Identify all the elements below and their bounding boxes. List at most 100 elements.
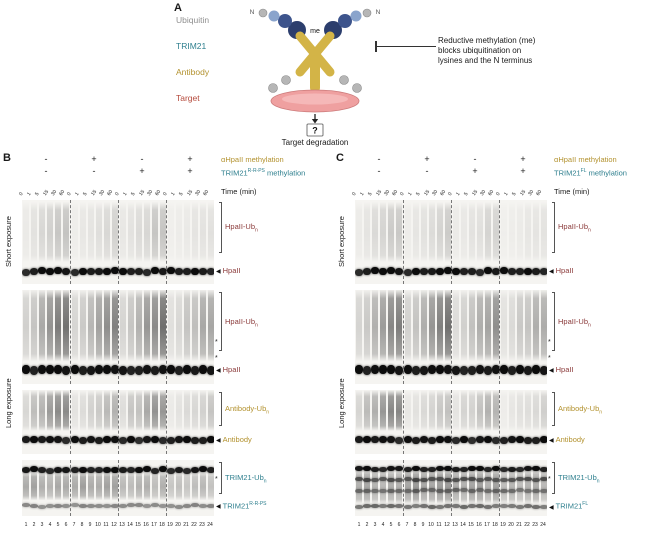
gel-lane <box>175 200 183 284</box>
methylation-sign: - <box>377 166 381 176</box>
ladder-label-sub: n <box>255 227 258 234</box>
time-tick: 0 <box>351 191 358 197</box>
gel-strip <box>355 200 547 284</box>
gel-band <box>412 504 420 509</box>
lane-number: 23 <box>199 522 205 528</box>
gel-band <box>135 268 143 276</box>
gel-band <box>412 365 420 375</box>
ubiquitin-sphere <box>339 75 349 85</box>
gel-lane <box>452 290 460 384</box>
gel-lane <box>38 290 46 384</box>
gel-strip <box>22 460 214 516</box>
gel-lane <box>492 290 500 384</box>
gel-lane <box>404 460 412 516</box>
lane-number: 11 <box>436 522 442 528</box>
gel-band <box>22 268 30 276</box>
lane-number: 6 <box>397 522 401 528</box>
legend-item-antibody: Antibody <box>176 67 210 77</box>
lane-number: 2 <box>365 522 369 528</box>
gel-band <box>159 503 167 508</box>
gel-band <box>420 488 428 493</box>
gel-band <box>540 435 547 443</box>
gel-band <box>111 267 119 275</box>
gel-lane <box>484 390 492 454</box>
gel-band <box>379 504 387 509</box>
gel-band <box>363 435 371 443</box>
gel-lane <box>387 460 395 516</box>
panel-a: A Ubiquitin TRIM21 Antibody Target N N me <box>170 2 600 152</box>
gel-band <box>379 436 387 444</box>
time-tick: 5 <box>82 191 89 197</box>
lane-number: 9 <box>421 522 425 528</box>
gel-band <box>183 503 191 508</box>
gel-lane <box>371 390 379 454</box>
ladder-label-sub: n <box>599 409 603 416</box>
gel-band <box>111 365 119 375</box>
n-terminus-label-left: N <box>250 9 255 16</box>
gel-band <box>395 365 403 375</box>
band-label-text: HpaII <box>555 266 574 276</box>
gel-lane <box>412 200 420 284</box>
gel-lane <box>428 200 436 284</box>
gel-lane <box>452 460 460 516</box>
lane-number: 14 <box>460 522 466 528</box>
gel-lane <box>95 390 103 454</box>
gel-band <box>508 365 516 375</box>
gel-band <box>119 267 127 275</box>
ladder-label-sub: n <box>263 478 267 485</box>
gel-band <box>22 365 30 374</box>
inhibition-line <box>376 46 436 47</box>
gel-lane <box>62 200 70 284</box>
gel-lane <box>524 200 532 284</box>
gel-band <box>143 268 151 276</box>
gel-band <box>191 365 199 375</box>
gel-band <box>167 436 175 444</box>
row-label-text: αHpaII <box>554 155 577 164</box>
trim-away-cartoon: N N me ? <box>250 8 381 137</box>
gel-band <box>387 504 395 509</box>
gel-band <box>492 488 500 493</box>
gel-band <box>135 503 143 508</box>
arrowhead-icon: ◀ <box>216 504 221 511</box>
gel-lane <box>135 200 143 284</box>
gel-band <box>79 365 87 375</box>
gel-band <box>30 504 38 509</box>
gel-band <box>379 477 387 482</box>
gel-band <box>404 477 412 482</box>
gel-band <box>532 436 540 444</box>
gel-band <box>159 268 167 276</box>
lane-number: 16 <box>143 522 149 528</box>
gel-lane <box>460 460 468 516</box>
gel-lane <box>167 200 175 284</box>
gel-band <box>119 365 127 375</box>
time-tick: 5 <box>511 191 518 197</box>
gel-band <box>127 268 135 276</box>
gel-band <box>444 477 452 482</box>
ladder-label-text: Antibody-Ub <box>225 404 267 414</box>
time-tick: 60 <box>535 189 544 197</box>
gel-lane <box>540 290 547 384</box>
lane-number: 16 <box>476 522 482 528</box>
time-tick: 5 <box>463 191 470 197</box>
gel-band <box>167 503 175 508</box>
gel-band <box>484 504 492 509</box>
gel-band <box>404 466 412 472</box>
gel-lane <box>71 460 79 516</box>
gel-band <box>428 488 436 493</box>
gel-band <box>30 365 38 375</box>
gel-band <box>404 504 412 509</box>
side-label-long-exposure: Long exposure <box>337 378 346 428</box>
lane-number: 13 <box>119 522 125 528</box>
gel-band <box>468 465 476 471</box>
gel-lane <box>355 460 363 516</box>
gel-lane <box>103 460 111 516</box>
gel-band <box>183 435 191 443</box>
gel-band <box>420 477 428 482</box>
question-mark: ? <box>312 126 318 136</box>
band-label-text: Antibody <box>555 434 585 444</box>
blot-band-label: ◀ HpaII <box>216 365 241 374</box>
gel-lane <box>379 200 387 284</box>
gel-band <box>103 435 111 443</box>
ubiquitin-sphere <box>268 83 278 93</box>
gel-band <box>183 268 191 276</box>
